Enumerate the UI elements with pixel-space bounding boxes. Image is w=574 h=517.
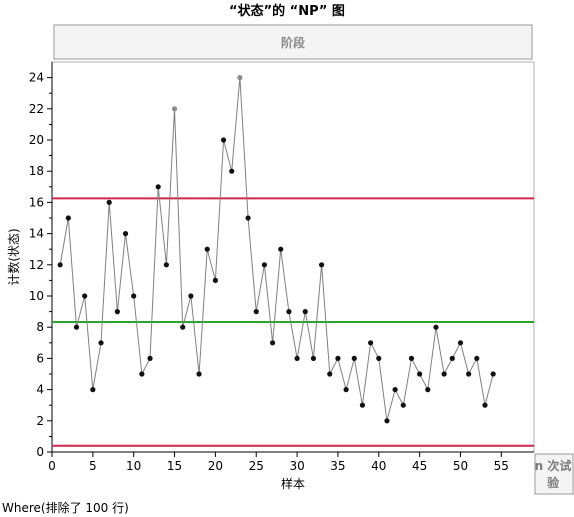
data-point[interactable] [376,355,382,361]
data-point[interactable] [253,309,259,315]
data-point[interactable] [351,355,357,361]
data-point[interactable] [474,355,480,361]
x-axis-title: 样本 [281,476,305,491]
y-tick-label: 14 [29,227,44,241]
data-point[interactable] [147,355,153,361]
data-point[interactable] [269,340,276,346]
data-point[interactable] [106,199,112,205]
data-point[interactable] [449,355,455,361]
data-point[interactable] [131,293,137,299]
y-tick-label: 18 [29,164,44,178]
data-point[interactable] [302,309,308,315]
data-series [57,75,496,424]
x-tick-label: 5 [89,459,97,473]
x-tick-label: 15 [167,459,182,473]
where-clause-text: Where(排除了 100 行) [2,500,129,515]
data-point[interactable] [368,340,374,346]
y-axis-title: 计数(状态) [6,228,21,285]
y-tick-label: 2 [36,414,44,428]
x-tick-label: 40 [371,459,386,473]
data-point[interactable] [204,246,210,252]
sample-size-box[interactable] [534,453,574,495]
data-point[interactable] [212,277,218,283]
phase-label: 阶段 [281,35,306,50]
y-tick-label: 16 [29,195,44,209]
x-tick-label: 35 [330,459,345,473]
data-point[interactable] [57,262,63,268]
data-point[interactable] [384,418,390,424]
y-tick-label: 0 [36,445,44,459]
data-point[interactable] [122,231,129,237]
data-point[interactable] [318,262,325,268]
data-point[interactable] [294,355,300,361]
data-point[interactable] [90,387,96,393]
data-point[interactable] [98,340,104,346]
data-point[interactable] [261,262,268,268]
data-point[interactable] [417,371,423,377]
plot-frame [51,61,535,453]
y-tick-label: 8 [36,320,44,334]
data-point[interactable] [466,371,472,377]
x-tick-label: 20 [208,459,223,473]
data-point[interactable] [65,215,71,221]
data-point[interactable] [229,168,235,174]
data-point[interactable] [73,324,80,330]
x-tick-label: 30 [289,459,304,473]
y-tick-label: 12 [29,258,44,272]
data-point[interactable] [139,371,145,377]
control-limit-lines [52,197,534,447]
data-point[interactable] [180,324,186,330]
excluded-data-point[interactable] [237,75,243,81]
y-tick-label: 22 [29,102,44,116]
data-point[interactable] [490,371,496,377]
data-point[interactable] [286,309,292,315]
y-tick-label: 10 [29,289,44,303]
data-point[interactable] [188,293,194,299]
data-point[interactable] [482,402,488,408]
series-line [59,77,494,421]
data-point[interactable] [433,324,439,330]
data-point[interactable] [310,355,317,361]
data-point[interactable] [114,309,120,315]
data-point[interactable] [425,387,431,393]
x-tick-label: 0 [48,459,56,473]
data-point[interactable] [408,355,415,361]
y-tick-label: 4 [36,383,44,397]
y-tick-label: 6 [36,351,44,365]
data-point[interactable] [327,371,333,377]
x-tick-label: 55 [494,459,509,473]
data-point[interactable] [82,293,88,299]
data-point[interactable] [196,371,202,377]
data-point[interactable] [457,340,464,346]
data-point[interactable] [278,246,284,252]
sample-size-label-line1: n 次试 [535,458,572,473]
x-tick-label: 45 [412,459,427,473]
data-point[interactable] [335,355,341,361]
x-tick-label: 50 [453,459,468,473]
y-tick-label: 24 [29,71,44,85]
excluded-data-point[interactable] [171,106,178,112]
x-axis-ticks: 0 5 10 15 20 25 30 35 40 45 50 55 [48,452,509,473]
data-point[interactable] [220,137,227,143]
x-tick-label: 25 [249,459,264,473]
y-tick-label: 20 [29,133,44,147]
data-point[interactable] [163,262,169,268]
phase-header[interactable] [53,24,533,60]
data-point[interactable] [245,215,251,221]
data-point[interactable] [400,402,406,408]
data-point[interactable] [392,387,398,393]
data-point[interactable] [441,371,447,377]
data-point[interactable] [343,387,349,393]
x-tick-label: 10 [126,459,141,473]
data-point[interactable] [359,402,366,408]
sample-size-label-line2: 验 [547,475,560,490]
chart-title: “状态”的 “NP” 图 [229,3,345,19]
data-point[interactable] [155,184,161,190]
